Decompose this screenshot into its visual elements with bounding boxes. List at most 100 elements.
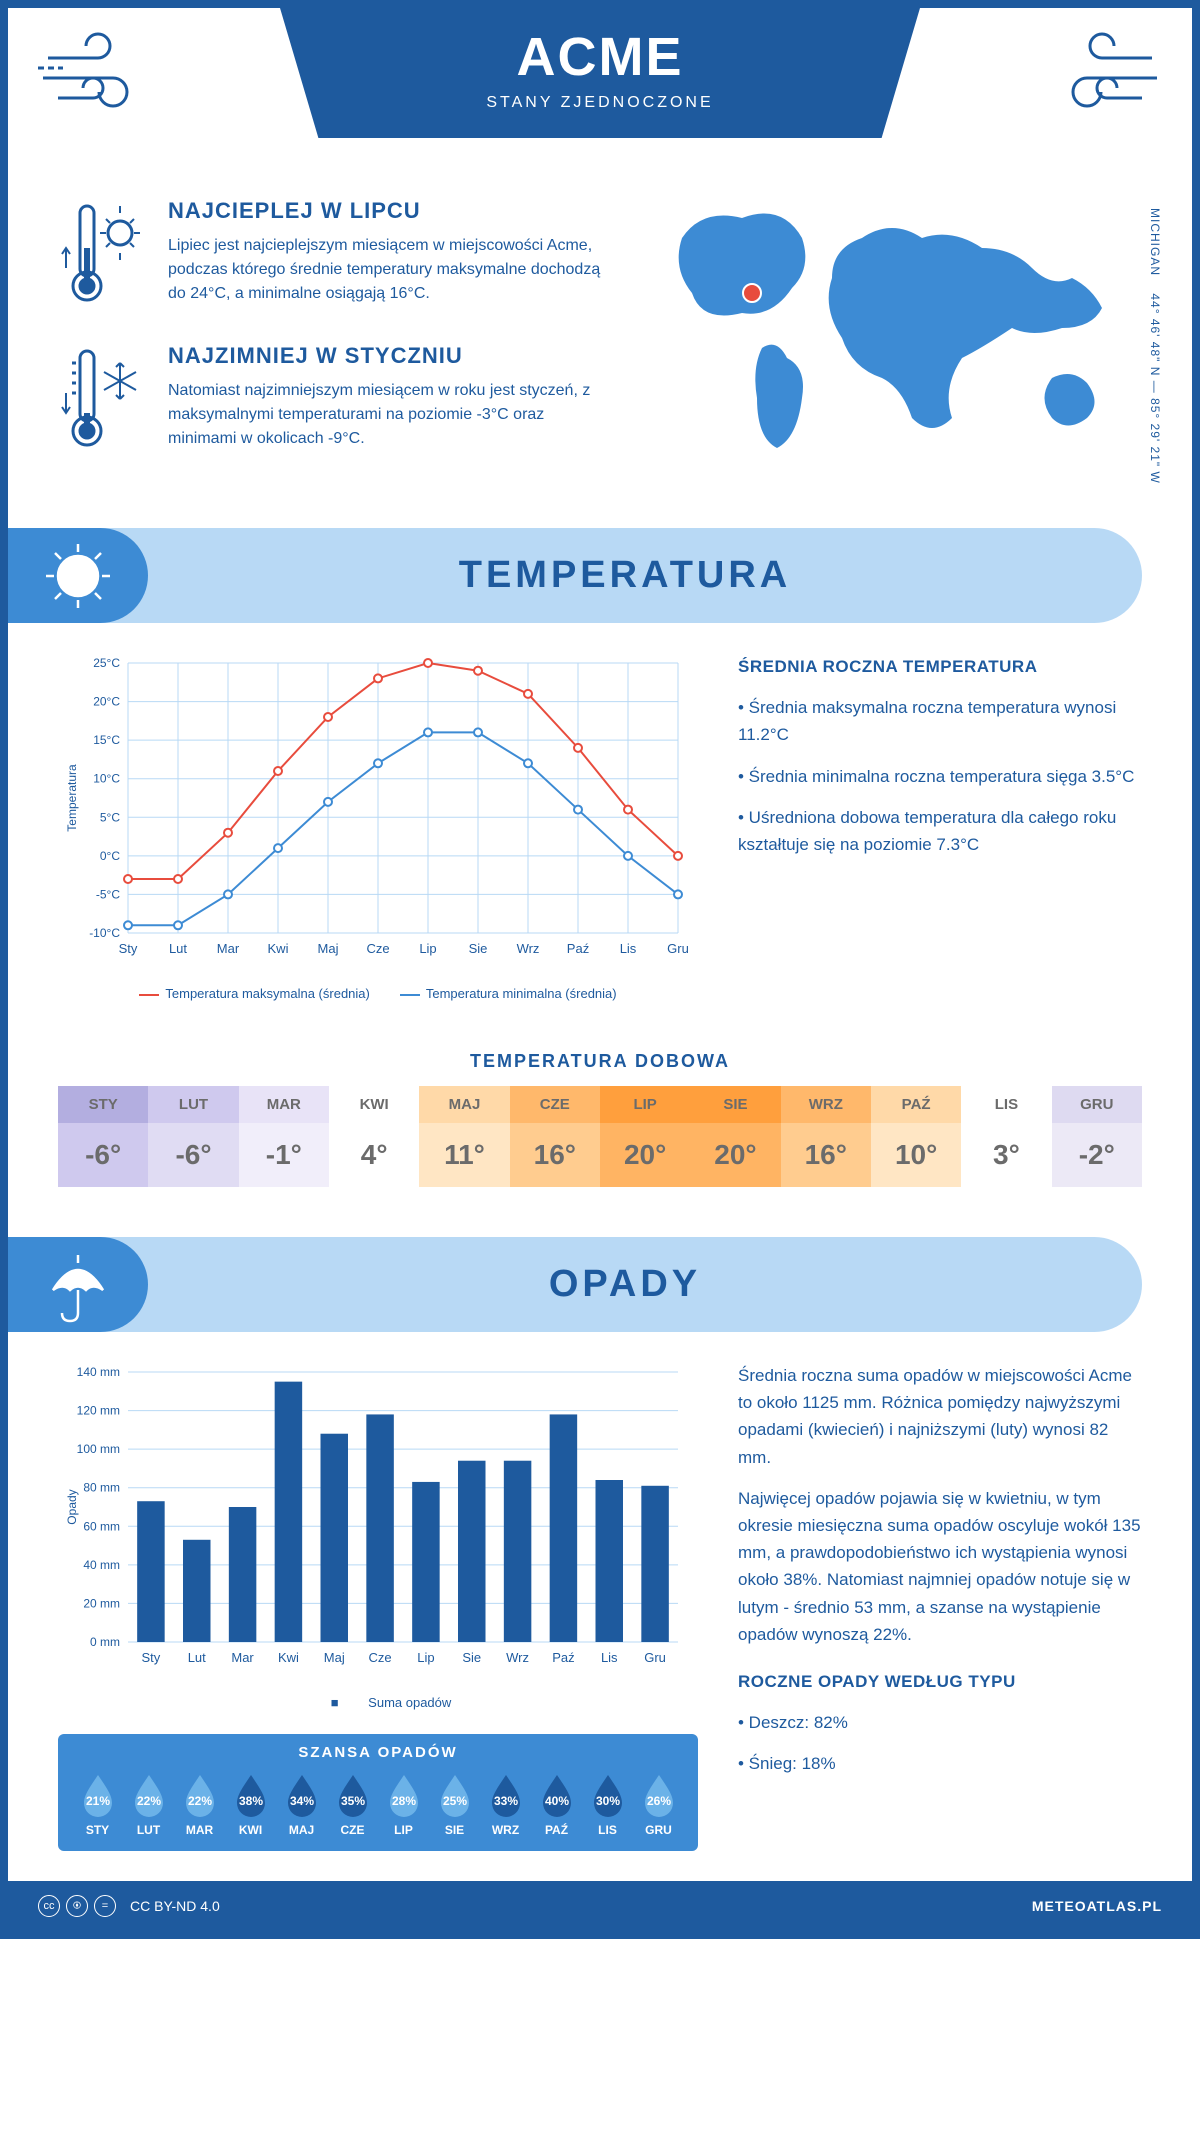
precipitation-legend: ■ Suma opadów [58,1695,698,1710]
svg-text:Maj: Maj [324,1650,345,1665]
daily-temp-table: STY-6°LUT-6°MAR-1°KWI4°MAJ11°CZE16°LIP20… [58,1086,1142,1187]
svg-text:35%: 35% [340,1794,364,1808]
svg-text:25°C: 25°C [93,656,120,670]
precip-type-heading: ROCZNE OPADY WEDŁUG TYPU [738,1668,1142,1695]
chance-drop: 40%PAŹ [531,1771,582,1837]
svg-text:26%: 26% [646,1794,670,1808]
temp-cell: GRU-2° [1052,1086,1142,1187]
coldest-text: Natomiast najzimniejszym miesiącem w rok… [168,379,612,451]
city-title: ACME [280,26,920,88]
temp-cell: STY-6° [58,1086,148,1187]
svg-text:Temperatura: Temperatura [65,764,79,832]
svg-text:Cze: Cze [369,1650,392,1665]
intro-section: NAJCIEPLEJ W LIPCU Lipiec jest najcieple… [8,168,1192,528]
location-marker [743,284,761,302]
svg-text:140 mm: 140 mm [77,1365,120,1379]
precip-chance-box: SZANSA OPADÓW 21%STY22%LUT22%MAR38%KWI34… [58,1734,698,1851]
svg-text:34%: 34% [289,1794,313,1808]
svg-text:30%: 30% [595,1794,619,1808]
temperature-line-chart: -10°C-5°C0°C5°C10°C15°C20°C25°CStyLutMar… [58,653,698,1001]
world-map [642,198,1142,458]
warmest-text: Lipiec jest najcieplejszym miesiącem w m… [168,234,612,306]
temperature-summary: ŚREDNIA ROCZNA TEMPERATURA • Średnia mak… [738,653,1142,1001]
coldest-block: NAJZIMNIEJ W STYCZNIU Natomiast najzimni… [58,343,612,458]
svg-text:0°C: 0°C [100,849,120,863]
svg-text:Lut: Lut [169,941,187,956]
precipitation-bar-chart: 0 mm20 mm40 mm60 mm80 mm100 mm120 mm140 … [58,1362,698,1851]
svg-text:Sty: Sty [142,1650,161,1665]
svg-text:25%: 25% [442,1794,466,1808]
map-column: MICHIGAN 44° 46' 48" N — 85° 29' 21" W [642,198,1142,488]
temp-cell: CZE16° [510,1086,600,1187]
chance-drop: 22%LUT [123,1771,174,1837]
svg-text:Mar: Mar [217,941,240,956]
temp-cell: LIP20° [600,1086,690,1187]
temp-cell: KWI4° [329,1086,419,1187]
temperature-chart-row: -10°C-5°C0°C5°C10°C15°C20°C25°CStyLutMar… [8,653,1192,1031]
svg-text:-5°C: -5°C [96,887,120,901]
temp-cell: LUT-6° [148,1086,238,1187]
nd-icon: = [94,1895,116,1917]
svg-text:Kwi: Kwi [268,941,289,956]
svg-text:Opady: Opady [65,1489,79,1524]
chance-drop: 25%SIE [429,1771,480,1837]
svg-text:Lip: Lip [419,941,436,956]
license-badge: cc 🅯 = CC BY-ND 4.0 [38,1895,220,1917]
svg-text:Sie: Sie [462,1650,481,1665]
country-subtitle: STANY ZJEDNOCZONE [280,94,920,112]
svg-text:80 mm: 80 mm [83,1481,120,1495]
temperature-legend: Temperatura maksymalna (średnia) Tempera… [58,986,698,1001]
precipitation-chart-row: 0 mm20 mm40 mm60 mm80 mm100 mm120 mm140 … [8,1362,1192,1881]
temp-side-heading: ŚREDNIA ROCZNA TEMPERATURA [738,653,1142,680]
svg-text:60 mm: 60 mm [83,1519,120,1533]
by-icon: 🅯 [66,1895,88,1917]
umbrella-icon [8,1237,148,1332]
precipitation-title: OPADY [8,1263,1142,1306]
coldest-heading: NAJZIMNIEJ W STYCZNIU [168,343,612,369]
svg-text:15°C: 15°C [93,733,120,747]
svg-text:Sty: Sty [119,941,138,956]
temp-cell: LIS3° [961,1086,1051,1187]
temp-cell: MAR-1° [239,1086,329,1187]
chance-drop: 21%STY [72,1771,123,1837]
svg-text:Wrz: Wrz [506,1650,529,1665]
temp-cell: PAŹ10° [871,1086,961,1187]
precip-chance-title: SZANSA OPADÓW [72,1744,684,1761]
chance-drop: 26%GRU [633,1771,684,1837]
svg-text:Paź: Paź [552,1650,574,1665]
precipitation-summary: Średnia roczna suma opadów w miejscowośc… [738,1362,1142,1851]
svg-text:28%: 28% [391,1794,415,1808]
wind-icon-left [38,28,158,123]
svg-text:20°C: 20°C [93,695,120,709]
svg-text:Paź: Paź [567,941,589,956]
intro-text-column: NAJCIEPLEJ W LIPCU Lipiec jest najcieple… [58,198,612,488]
wind-icon-right [1042,28,1162,123]
temp-cell: WRZ16° [781,1086,871,1187]
svg-text:Mar: Mar [231,1650,254,1665]
temp-cell: SIE20° [690,1086,780,1187]
chance-drop: 28%LIP [378,1771,429,1837]
svg-text:Gru: Gru [644,1650,666,1665]
svg-text:33%: 33% [493,1794,517,1808]
infographic-frame: ACME STANY ZJEDNOCZONE [0,0,1200,1939]
temperature-section-header: TEMPERATURA [8,528,1142,623]
site-name: METEOATLAS.PL [1032,1898,1162,1914]
svg-text:21%: 21% [85,1794,109,1808]
chance-drop: 33%WRZ [480,1771,531,1837]
svg-text:Gru: Gru [667,941,689,956]
svg-text:5°C: 5°C [100,810,120,824]
svg-text:Maj: Maj [318,941,339,956]
svg-text:Wrz: Wrz [517,941,540,956]
svg-text:40%: 40% [544,1794,568,1808]
cc-icon: cc [38,1895,60,1917]
coordinates-label: MICHIGAN 44° 46' 48" N — 85° 29' 21" W [1148,208,1162,484]
chance-drop: 34%MAJ [276,1771,327,1837]
svg-text:Cze: Cze [366,941,389,956]
svg-text:120 mm: 120 mm [77,1404,120,1418]
svg-text:22%: 22% [136,1794,160,1808]
svg-text:40 mm: 40 mm [83,1558,120,1572]
warmest-heading: NAJCIEPLEJ W LIPCU [168,198,612,224]
chance-drop: 30%LIS [582,1771,633,1837]
svg-text:Lut: Lut [188,1650,206,1665]
sun-icon [8,528,148,623]
